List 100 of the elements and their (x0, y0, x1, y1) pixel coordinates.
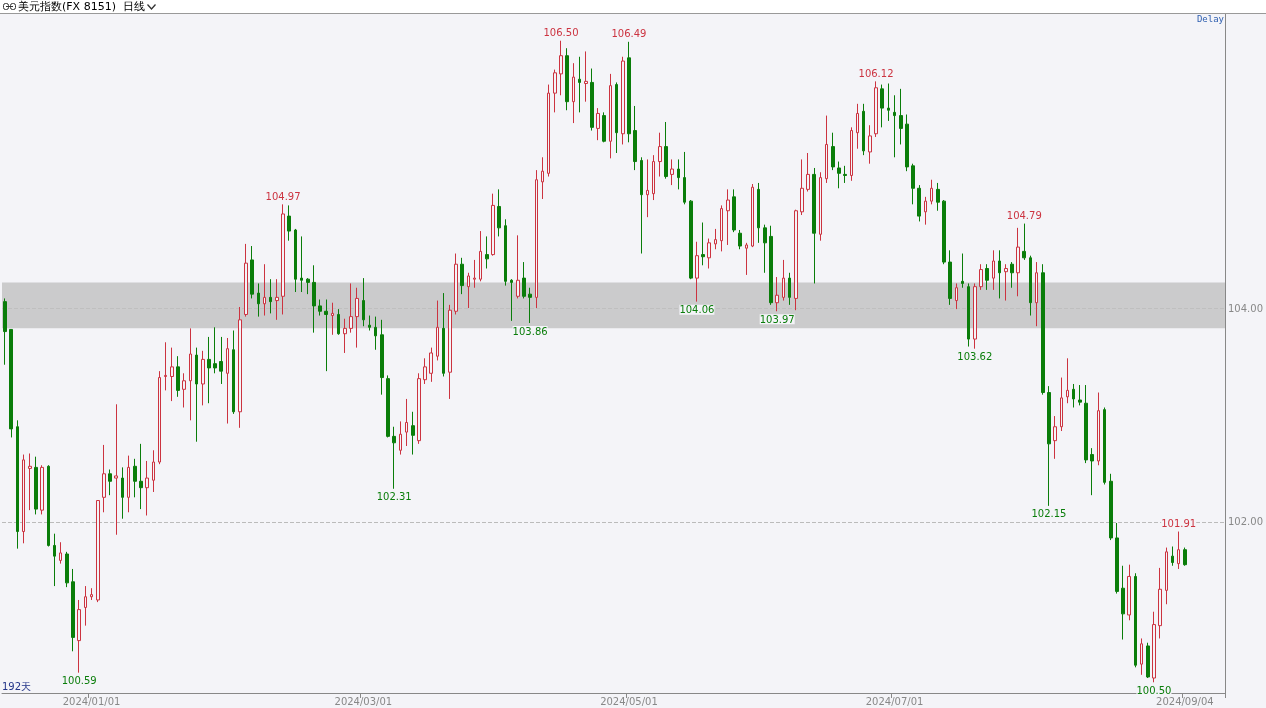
candlestick (615, 81, 618, 154)
candlestick (275, 278, 279, 321)
candlestick (751, 183, 754, 248)
candlestick (850, 126, 853, 182)
candlestick (1047, 385, 1051, 507)
candlestick (763, 224, 767, 274)
candlestick (114, 403, 118, 536)
annotation: 101.91 (1161, 518, 1197, 530)
candlestick (479, 230, 482, 282)
annotation: 102.31 (376, 491, 412, 503)
candlestick (448, 304, 452, 400)
candlestick (541, 156, 544, 200)
candlestick (621, 56, 625, 145)
candlestick (738, 229, 742, 250)
candlestick (442, 292, 445, 377)
candlestick (1035, 261, 1038, 327)
candlestick (1171, 546, 1174, 567)
candlestick (565, 47, 569, 111)
candlestick (510, 278, 513, 322)
candlestick (584, 50, 588, 103)
candlestick (930, 179, 933, 205)
candlestick (843, 165, 847, 184)
x-tick-label: 2024/03/01 (334, 695, 393, 707)
candlestick (1041, 263, 1045, 396)
annotation: 100.50 (1136, 684, 1172, 696)
candlestick (596, 107, 600, 141)
candlestick (337, 308, 340, 336)
candlestick (917, 184, 921, 222)
candlestick (714, 228, 717, 250)
candlestick (127, 455, 130, 513)
annotation: 102.15 (1031, 508, 1067, 520)
candlestick (1146, 642, 1150, 679)
candlestick (522, 261, 526, 299)
candlestick (411, 411, 415, 456)
x-tick-label: 2024/07/01 (865, 695, 924, 707)
candlestick (670, 158, 674, 186)
candlestick (133, 458, 137, 498)
candlestick (887, 83, 890, 122)
candlestick (726, 188, 730, 246)
candlestick (1078, 384, 1082, 406)
candlestick (158, 370, 161, 465)
candlestick (516, 234, 520, 299)
candlestick (825, 115, 828, 184)
candlestick (602, 111, 606, 143)
candlestick (627, 41, 631, 143)
candlestick (343, 318, 347, 354)
candlestick (707, 238, 711, 269)
candlestick (633, 105, 637, 171)
candlestick (59, 541, 62, 565)
candlestick (152, 449, 155, 493)
candlestick (856, 103, 859, 150)
annotation: 103.97 (759, 313, 795, 325)
candlestick (800, 158, 804, 216)
candlestick (1103, 407, 1106, 485)
candlestick (547, 84, 550, 178)
candlestick (108, 469, 112, 496)
y-tick-label: 102.00 (1228, 516, 1264, 528)
candlestick (732, 188, 736, 233)
candlestick (77, 599, 81, 674)
annotation: 103.86 (512, 325, 548, 337)
candlestick (170, 347, 174, 402)
candlestick (349, 282, 353, 334)
candlestick (1121, 565, 1125, 641)
candlestick (164, 341, 167, 391)
chart-title: 美元指数(FX 8151) 日线 (18, 0, 145, 13)
candlestick (1115, 522, 1119, 595)
candlestick (683, 151, 686, 205)
candlestick (1158, 567, 1162, 639)
candlestick (491, 193, 495, 257)
candlestick (572, 62, 575, 124)
candlestick (948, 249, 952, 306)
candlestick (695, 241, 699, 303)
candlestick (1183, 547, 1187, 567)
candlestick (955, 282, 958, 310)
annotation: 106.49 (611, 28, 647, 40)
candlestick (911, 163, 915, 205)
candlestick (226, 337, 229, 425)
candlestick (998, 249, 1001, 299)
candlestick (1010, 261, 1014, 289)
candlestick (1072, 383, 1075, 408)
candlestick (386, 374, 390, 438)
candlestick (238, 306, 242, 429)
candlestick (485, 235, 489, 269)
candlestick (689, 199, 693, 280)
candlestick (324, 299, 328, 372)
candlestick (646, 158, 649, 218)
candlestick (399, 420, 402, 456)
candlestick (973, 282, 977, 350)
candlestick (658, 132, 662, 178)
candlestick (1029, 255, 1032, 317)
candlestick (806, 152, 810, 192)
candlestick (979, 263, 983, 291)
candlestick (961, 253, 964, 289)
candlestick (553, 69, 557, 113)
candlestick (263, 263, 266, 317)
candlestick (312, 264, 316, 334)
candlestick (652, 154, 655, 201)
candlestick (3, 297, 7, 366)
candlestick (1004, 263, 1008, 302)
candlestick (794, 209, 798, 311)
